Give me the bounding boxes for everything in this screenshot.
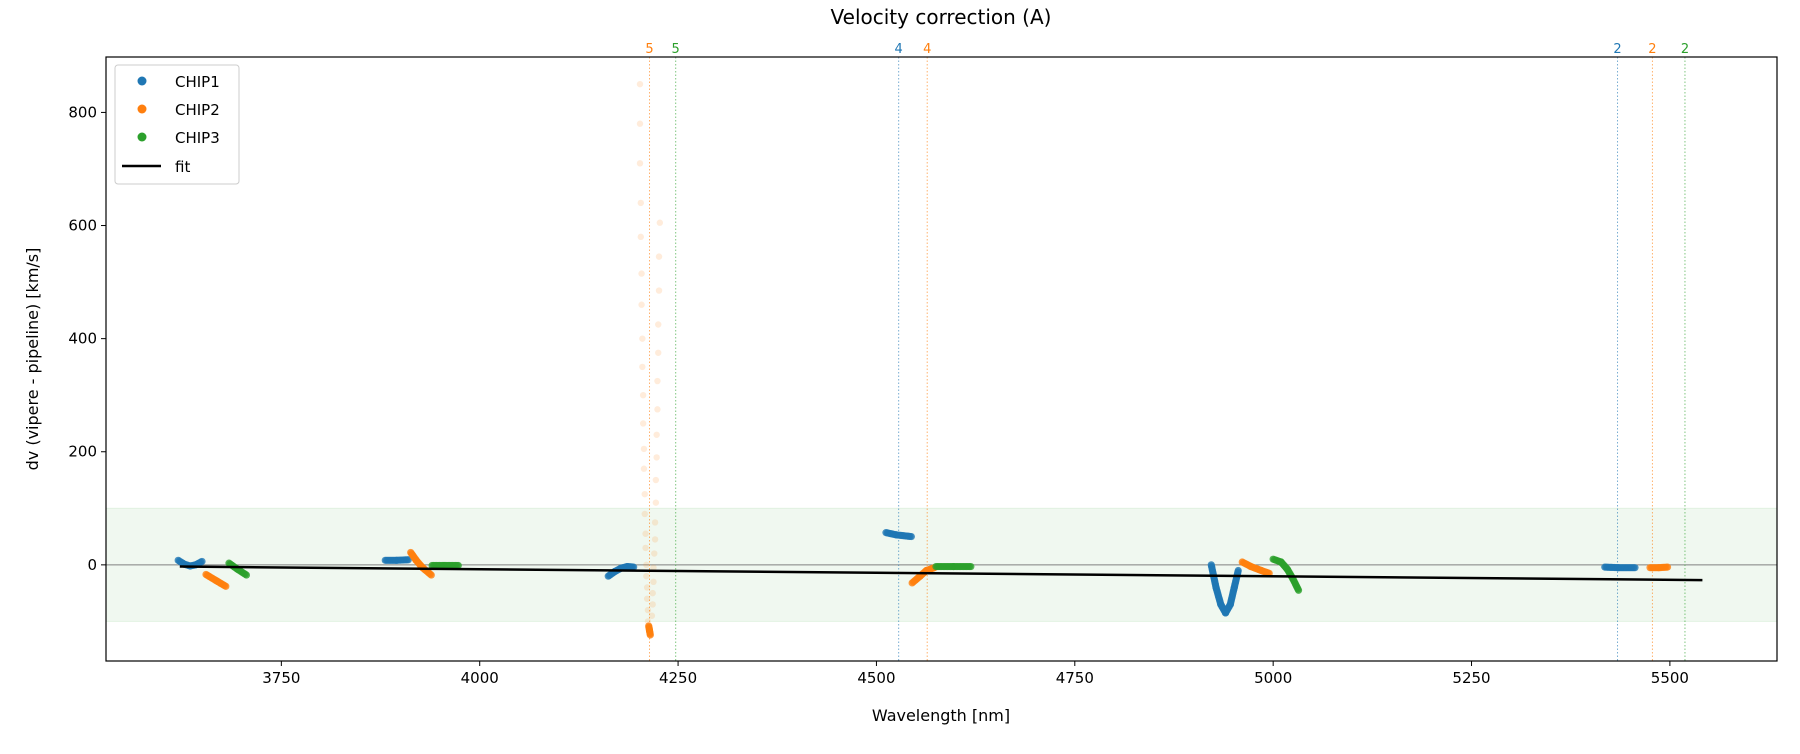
chip2-outlier-point xyxy=(655,287,663,294)
order-marker-label: 2 xyxy=(1681,42,1689,57)
chip2-point xyxy=(646,631,654,639)
legend-label-chip1: CHIP1 xyxy=(175,73,220,91)
chip2-outlier-point xyxy=(639,335,646,342)
chip2-outlier-point xyxy=(641,510,648,518)
legend-label-fit: fit xyxy=(175,158,190,176)
plot-area: 5 5 4 4 2 2 2 3750 4000 4250 4500 4750 5000 5250 5500 0… xyxy=(68,42,1778,687)
y-axis-label: dv (vipere - pipeline) [km/s] xyxy=(23,248,42,471)
x-tick-label: 4250 xyxy=(659,669,697,687)
order-marker-label: 5 xyxy=(645,42,653,57)
chip2-outlier-point xyxy=(638,301,645,308)
chip2-outlier-point xyxy=(641,490,648,498)
y-tick-label: 800 xyxy=(68,103,97,121)
chip1-point xyxy=(1234,566,1242,575)
chart-title: Velocity correction (A) xyxy=(831,5,1052,29)
order-marker-label: 4 xyxy=(895,42,903,57)
chip2-outlier-point xyxy=(636,120,644,127)
chip3-point xyxy=(242,571,251,579)
x-tick-label: 5500 xyxy=(1651,669,1689,687)
chip2-outlier-point xyxy=(637,199,644,207)
chip2-outlier-point xyxy=(650,578,657,586)
order-marker-label: 2 xyxy=(1648,42,1656,57)
order-marker-label: 2 xyxy=(1613,42,1621,57)
y-tick-label: 400 xyxy=(68,330,97,348)
chip1-point xyxy=(630,563,638,571)
y-tick-label: 600 xyxy=(68,217,97,235)
chip2-outlier-point xyxy=(649,601,656,608)
chip2-outlier-point xyxy=(643,572,650,580)
x-tick-label: 4500 xyxy=(857,669,895,687)
chip2-outlier-point xyxy=(643,584,651,591)
x-axis-label: Wavelength [nm] xyxy=(872,706,1010,725)
chip3-point xyxy=(454,561,462,570)
chip1-point xyxy=(198,557,206,566)
chip1-point xyxy=(1631,564,1639,572)
chip2-outlier-point xyxy=(637,233,644,241)
chip1-point xyxy=(404,556,412,564)
chip2-outlier-point xyxy=(642,544,649,552)
x-tick-label: 5000 xyxy=(1254,669,1292,687)
chip2-outlier-point xyxy=(639,420,647,427)
chip2-outlier-point xyxy=(654,406,661,413)
chip2-outlier-point xyxy=(656,219,664,226)
chip1-point xyxy=(907,532,915,541)
chip2-outlier-point xyxy=(654,377,661,385)
chip2-outlier-point xyxy=(643,561,650,569)
chip2-outlier-point xyxy=(651,536,659,543)
chip2-outlier-point xyxy=(640,465,648,472)
chip2-outlier-point xyxy=(655,253,663,260)
chip2-outlier-point xyxy=(653,454,660,461)
x-tick-label: 4000 xyxy=(461,669,499,687)
y-tick-label: 200 xyxy=(68,443,97,461)
legend-marker-chip2 xyxy=(137,104,147,114)
chip2-outlier-point xyxy=(651,519,659,526)
y-tick-label: 0 xyxy=(87,556,97,574)
chip2-outlier-point xyxy=(640,445,648,453)
chip2-outlier-point xyxy=(639,391,647,399)
chip2-outlier-point xyxy=(649,589,656,597)
fit-line xyxy=(179,565,1703,582)
legend-label-chip3: CHIP3 xyxy=(175,129,220,147)
legend-box xyxy=(114,64,240,185)
data-points xyxy=(174,80,1703,639)
chip2-outlier-point xyxy=(651,550,658,557)
chip2-outlier-point xyxy=(653,431,660,438)
chip2-outlier-point xyxy=(655,349,662,356)
chip2-outlier-point xyxy=(642,530,649,537)
chip3-point xyxy=(1294,586,1303,594)
chip2-outlier-point xyxy=(655,321,662,328)
axes-frame xyxy=(105,56,1778,662)
chip2-point xyxy=(222,582,230,590)
x-tick-label: 3750 xyxy=(262,669,300,687)
chip2-outlier-point xyxy=(644,606,652,614)
chip2-outlier-point xyxy=(643,595,651,602)
legend: CHIP1 CHIP2 CHIP3 fit xyxy=(114,64,240,185)
chip2-point xyxy=(1663,563,1672,571)
x-tick-label: 5250 xyxy=(1452,669,1490,687)
chip2-outlier-point xyxy=(638,270,645,277)
x-tick-label: 4750 xyxy=(1056,669,1094,687)
chip2-outlier-point xyxy=(652,476,660,484)
chip2-point xyxy=(427,571,435,579)
chip3-point xyxy=(967,562,975,571)
legend-label-chip2: CHIP2 xyxy=(175,101,220,119)
chip2-outlier-point xyxy=(639,363,646,371)
chip2-outlier-point xyxy=(652,499,660,506)
legend-marker-chip3 xyxy=(137,132,147,142)
order-marker-label: 4 xyxy=(923,42,931,57)
chip2-outlier-point xyxy=(636,160,644,167)
order-marker-label: 5 xyxy=(672,42,680,57)
chip2-outlier-point xyxy=(650,564,657,571)
chip2-outlier-point xyxy=(648,612,656,619)
legend-marker-chip1 xyxy=(137,76,147,86)
chip2-outlier-point xyxy=(636,80,644,88)
